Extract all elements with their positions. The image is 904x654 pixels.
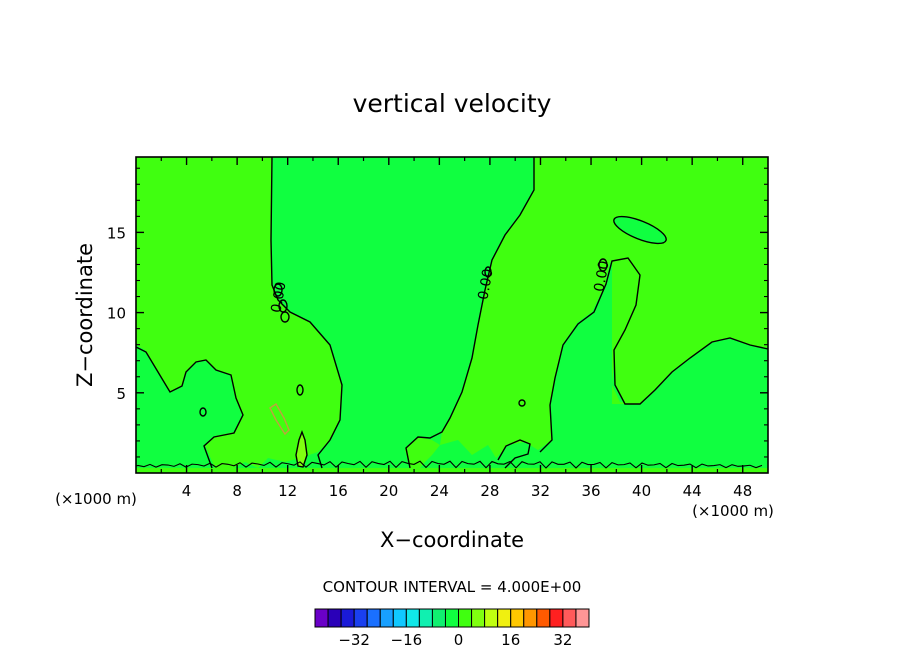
contour-loop <box>269 403 290 436</box>
colorbar <box>314 608 590 628</box>
contour-loop <box>518 399 526 407</box>
contour-interval-text: CONTOUR INTERVAL = 4.000E+00 <box>323 578 582 596</box>
colorbar-tick-label: −32 <box>338 631 370 649</box>
contour-line <box>497 439 531 469</box>
colorbar-swatch <box>510 608 525 628</box>
x-tick-label: 12 <box>278 482 297 500</box>
colorbar-tick-label: −16 <box>391 631 423 649</box>
colorbar-tick-label: 32 <box>553 631 572 649</box>
contour-region <box>613 216 667 244</box>
x-unit-left: (×1000 m) <box>55 490 137 508</box>
contour-loop <box>613 215 667 245</box>
contour-region <box>136 157 342 470</box>
contour-labels: 0.00 0.00 0.00 <box>268 260 612 314</box>
contour-region <box>296 432 307 467</box>
colorbar-swatch <box>549 608 564 628</box>
contour-label: 0.00 <box>268 281 289 314</box>
colorbar-swatch <box>523 608 538 628</box>
x-tick-label: 44 <box>683 482 702 500</box>
y-tick-label: 15 <box>107 224 126 242</box>
x-tick-label: 28 <box>480 482 499 500</box>
contour-region <box>136 468 768 473</box>
contour-line <box>270 156 343 469</box>
chart-title: vertical velocity <box>353 89 552 118</box>
x-tick-label: 40 <box>632 482 651 500</box>
contour-loop <box>199 407 207 417</box>
y-axis-label: Z−coordinate <box>73 243 97 387</box>
colorbar-swatch <box>471 608 486 628</box>
colorbar-swatch <box>431 608 446 628</box>
plot-frame <box>135 156 769 474</box>
contour-loop <box>280 311 290 323</box>
contour-line <box>135 346 244 469</box>
x-axis-ticks: 4 8 12 16 20 24 28 32 36 40 44 48 <box>160 157 752 500</box>
colorbar-swatch <box>418 608 433 628</box>
contour-region <box>612 256 640 404</box>
contour-loop <box>484 266 492 278</box>
colorbar-tick-label: 0 <box>454 631 464 649</box>
colorbar-swatch <box>575 608 590 628</box>
colorbar-swatch <box>314 608 329 628</box>
x-tick-label: 4 <box>182 482 192 500</box>
x-tick-label: 20 <box>379 482 398 500</box>
contour-loop <box>598 258 608 272</box>
contour-line-boundary <box>135 460 763 469</box>
colorbar-swatch <box>327 608 342 628</box>
contour-line <box>539 257 769 453</box>
colorbar-swatch <box>536 608 551 628</box>
colorbar-swatch <box>497 608 512 628</box>
contour-lines <box>135 156 769 469</box>
colorbar-swatch <box>340 608 355 628</box>
y-axis-ticks: 5 10 15 <box>107 167 768 458</box>
contour-label: 0.00 <box>591 260 612 293</box>
colorbar-swatch <box>379 608 394 628</box>
contour-region <box>405 157 768 468</box>
x-tick-label: 24 <box>430 482 449 500</box>
colorbar-swatch <box>562 608 577 628</box>
contour-loop <box>273 283 283 297</box>
colorbar-tick-label: 16 <box>501 631 520 649</box>
contour-loop <box>295 430 308 468</box>
contour-line <box>405 157 535 469</box>
colorbar-swatch <box>444 608 460 628</box>
contour-loop <box>296 384 304 396</box>
x-unit-right: (×1000 m) <box>692 502 774 520</box>
colorbar-swatch <box>366 608 381 628</box>
contour-fill-regions <box>136 157 768 473</box>
colorbar-tick-labels: −32 −16 0 16 32 <box>338 631 572 649</box>
x-tick-label: 8 <box>232 482 242 500</box>
plot-area: 0.00 0.00 0.00 4 8 12 16 20 24 28 32 36 40 44 48 5101… <box>107 156 769 500</box>
y-tick-label: 10 <box>107 305 126 323</box>
colorbar-swatch <box>405 608 420 628</box>
x-tick-label: 36 <box>581 482 600 500</box>
contour-label: 0.00 <box>475 268 496 301</box>
colorbar-swatch <box>353 608 368 628</box>
x-tick-label: 32 <box>531 482 550 500</box>
x-tick-label: 16 <box>329 482 348 500</box>
x-tick-label: 48 <box>733 482 752 500</box>
x-axis-label: X−coordinate <box>380 528 524 552</box>
colorbar-swatch <box>484 608 499 628</box>
colorbar-swatch <box>458 608 473 628</box>
colorbar-swatch <box>392 608 407 628</box>
y-tick-label: 5 <box>116 385 126 403</box>
